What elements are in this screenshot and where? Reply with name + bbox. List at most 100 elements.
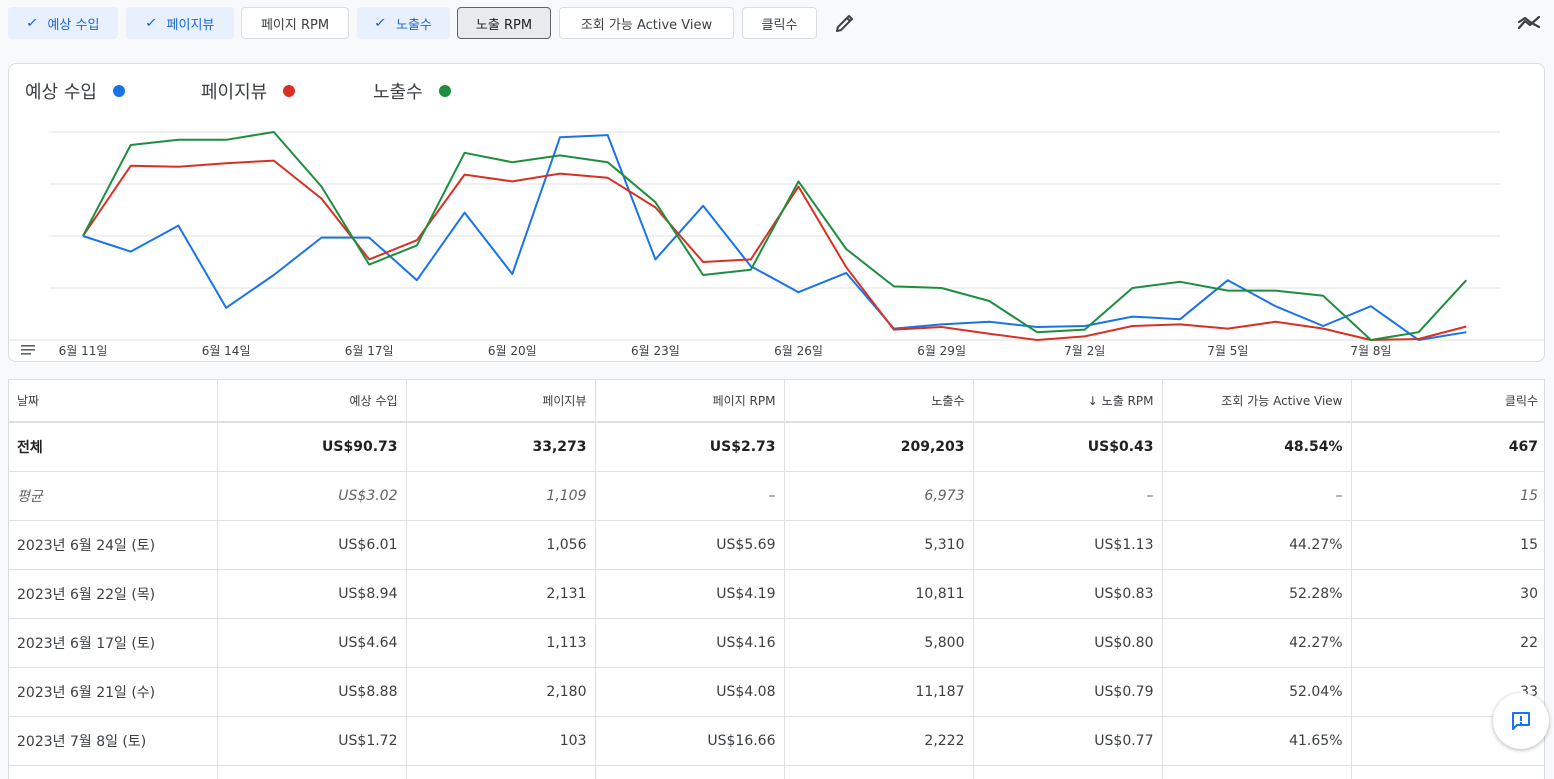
- chip-impression-rpm[interactable]: 노출 RPM: [457, 7, 551, 39]
- cell-page-rpm: US$16.66: [595, 716, 785, 766]
- chip-label: 노출 RPM: [475, 17, 533, 33]
- x-tick-label: 7월 2일: [1064, 344, 1105, 358]
- cell-impressions: 5,800: [784, 618, 974, 668]
- cell-active-view: 44.27%: [1162, 520, 1352, 570]
- line-chart: 6월 11일 6월 14일 6월 17일 6월 20일 6월 23일 6월 26일 6월 2…: [8, 131, 1545, 358]
- cell-date: 2023년 6월 24일 (토): [9, 520, 218, 570]
- cell-clicks: [1351, 765, 1544, 779]
- col-header-impression-rpm[interactable]: ↓ 노출 RPM: [973, 380, 1163, 423]
- col-header-date[interactable]: 날짜: [9, 380, 218, 423]
- cell-impression-rpm: US$0.77: [973, 716, 1163, 766]
- data-table-icon[interactable]: [20, 343, 36, 357]
- check-icon: ✓: [144, 15, 158, 31]
- chip-page-rpm[interactable]: 페이지 RPM: [241, 7, 349, 39]
- cell-active-view: 52.28%: [1162, 569, 1352, 619]
- legend-label: 페이지뷰: [201, 82, 268, 103]
- cell-page-rpm: US$4.08: [595, 667, 785, 717]
- feedback-icon: [1512, 712, 1530, 730]
- pencil-icon[interactable]: [833, 11, 857, 35]
- cell-pageviews: 2,180: [406, 667, 596, 717]
- cell-clicks: 15: [1351, 471, 1544, 521]
- cell-page-rpm: US$2.73: [595, 422, 785, 472]
- cell-page-rpm: –: [595, 471, 785, 521]
- x-tick-label: 7월 8일: [1350, 344, 1391, 358]
- cell-impressions: [784, 765, 974, 779]
- trend-icon[interactable]: [1516, 11, 1542, 35]
- table-row: 2023년 6월 21일 (수) US$8.88 2,180 US$4.08 11,18…: [9, 667, 1544, 717]
- cell-clicks: 15: [1351, 520, 1544, 570]
- chip-label: 클릭수: [761, 17, 798, 33]
- cell-impression-rpm: US$0.83: [973, 569, 1163, 619]
- cell-page-rpm: US$4.19: [595, 569, 785, 619]
- cell-estimated-revenue: US$8.94: [217, 569, 407, 619]
- cell-impression-rpm: US$0.80: [973, 618, 1163, 668]
- cell-impressions: 209,203: [784, 422, 974, 472]
- cell-date: 평균: [9, 471, 218, 521]
- chip-impressions[interactable]: ✓ 노출수: [357, 7, 450, 39]
- table-header-row: 날짜 예상 수입 페이지뷰 페이지 RPM 노출수 ↓ 노출 RPM 조회 가능…: [9, 380, 1544, 423]
- cell-clicks: 30: [1351, 569, 1544, 619]
- cell-impressions: 11,187: [784, 667, 974, 717]
- cell-active-view: 42.27%: [1162, 618, 1352, 668]
- cell-date: 2023년 6월 22일 (목): [9, 569, 218, 619]
- report-table: 날짜 예상 수입 페이지뷰 페이지 RPM 노출수 ↓ 노출 RPM 조회 가능…: [8, 379, 1545, 779]
- cell-impression-rpm: –: [973, 471, 1163, 521]
- cell-pageviews: 33,273: [406, 422, 596, 472]
- x-tick-label: 6월 23일: [631, 344, 680, 358]
- col-header-active-view[interactable]: 조회 가능 Active View: [1162, 380, 1352, 423]
- table-row: 2023년 6월 24일 (토) US$6.01 1,056 US$5.69 5,310…: [9, 520, 1544, 570]
- legend-label: 예상 수입: [25, 82, 97, 103]
- legend-dot: [283, 85, 296, 97]
- x-tick-label: 6월 14일: [202, 344, 251, 358]
- chip-label: 페이지 RPM: [260, 17, 330, 33]
- cell-date: 2023년 6월 21일 (수): [9, 667, 218, 717]
- cell-impressions: 2,222: [784, 716, 974, 766]
- x-tick-label: 6월 20일: [488, 344, 537, 358]
- chip-active-view-viewable[interactable]: 조회 가능 Active View: [559, 7, 734, 39]
- cell-estimated-revenue: US$8.88: [217, 667, 407, 717]
- cell-active-view: 48.54%: [1162, 422, 1352, 472]
- cell-pageviews: 1,113: [406, 618, 596, 668]
- legend-label: 노출수: [373, 82, 423, 103]
- cell-impressions: 6,973: [784, 471, 974, 521]
- col-header-page-rpm[interactable]: 페이지 RPM: [595, 380, 785, 423]
- cell-impression-rpm: US$0.43: [973, 422, 1163, 472]
- cell-clicks: 467: [1351, 422, 1544, 472]
- cell-impression-rpm: [973, 765, 1163, 779]
- cell-date: [9, 765, 218, 779]
- col-header-clicks[interactable]: 클릭수: [1351, 380, 1544, 423]
- col-header-impressions[interactable]: 노출수: [784, 380, 974, 423]
- chip-pageviews[interactable]: ✓ 페이지뷰: [126, 7, 234, 39]
- cell-pageviews: 2,131: [406, 569, 596, 619]
- chip-label: 페이지뷰: [166, 17, 215, 33]
- col-header-estimated-revenue[interactable]: 예상 수입: [217, 380, 407, 423]
- x-tick-label: 7월 5일: [1207, 344, 1248, 358]
- cell-pageviews: 1,109: [406, 471, 596, 521]
- x-tick-label: 6월 11일: [59, 344, 108, 358]
- cell-estimated-revenue: [217, 765, 407, 779]
- cell-date: 2023년 6월 17일 (토): [9, 618, 218, 668]
- chip-label: 예상 수입: [47, 17, 100, 33]
- cell-pageviews: 103: [406, 716, 596, 766]
- table-row: 2023년 6월 22일 (목) US$8.94 2,131 US$4.19 10,81…: [9, 569, 1544, 619]
- cell-clicks: 22: [1351, 618, 1544, 668]
- cell-estimated-revenue: US$3.02: [217, 471, 407, 521]
- chip-estimated-revenue[interactable]: ✓ 예상 수입: [8, 7, 118, 39]
- cell-date: 2023년 7월 8일 (토): [9, 716, 218, 766]
- cell-active-view: [1162, 765, 1352, 779]
- feedback-button[interactable]: [1493, 693, 1549, 749]
- x-tick-label: 6월 26일: [774, 344, 823, 358]
- legend-dot: [112, 85, 125, 97]
- cell-estimated-revenue: US$1.72: [217, 716, 407, 766]
- check-icon: ✓: [373, 15, 388, 31]
- series-line-impressions: [82, 131, 1468, 341]
- cell-pageviews: [406, 765, 596, 779]
- chip-clicks[interactable]: 클릭수: [742, 7, 817, 39]
- series-line-pageviews: [82, 159, 1467, 341]
- x-tick-label: 6월 29일: [917, 344, 966, 358]
- cell-active-view: 41.65%: [1162, 716, 1352, 766]
- cell-estimated-revenue: US$6.01: [217, 520, 407, 570]
- cell-active-view: –: [1162, 471, 1352, 521]
- cell-estimated-revenue: US$90.73: [217, 422, 407, 472]
- col-header-pageviews[interactable]: 페이지뷰: [406, 380, 596, 423]
